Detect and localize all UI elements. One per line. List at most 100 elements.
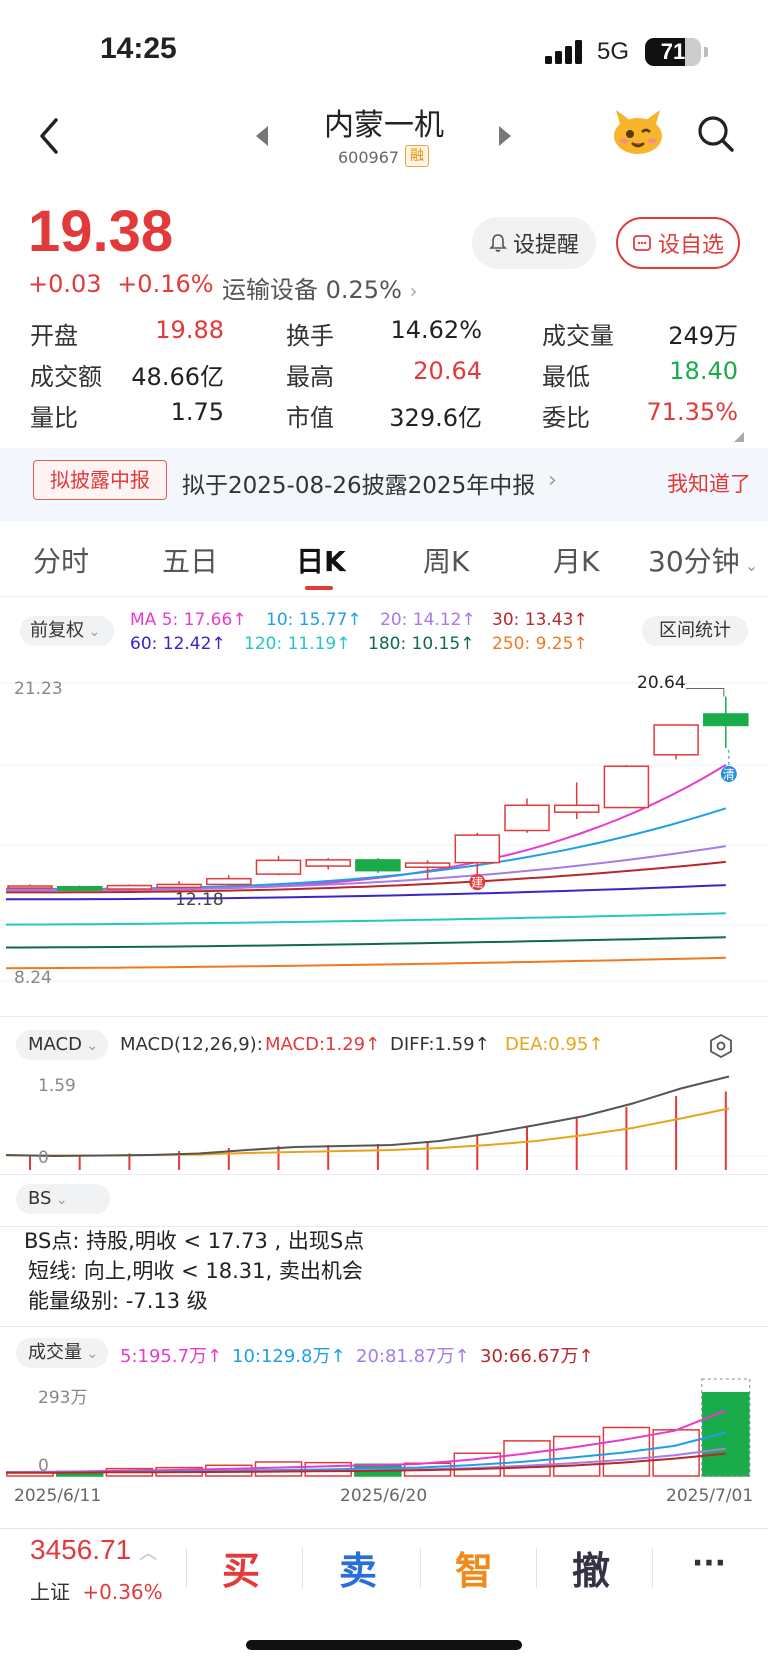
sell-button[interactable]: 卖 [338,1549,377,1593]
range-stats-button[interactable]: 区间统计 [642,616,748,646]
divider [0,1174,768,1175]
adjust-mode-label: 前复权 [30,620,84,641]
macd-params: MACD(12,26,9): [120,1034,263,1055]
next-stock-icon[interactable] [495,124,515,148]
stat-label: 开盘 [30,322,78,350]
battery-icon: 71 [645,38,701,66]
notice-dismiss-button[interactable]: 我知道了 [667,472,751,496]
divider [186,1548,187,1588]
sector-link[interactable]: 运输设备 0.25% › [222,270,418,305]
ma-line [5,956,726,970]
stock-name: 内蒙一机 [324,108,444,143]
back-arrow-icon[interactable] [30,112,70,160]
set-alert-button[interactable]: 设提醒 [472,217,596,269]
cancel-order-button[interactable]: 撤 [571,1549,610,1593]
high-leader [685,688,725,697]
ma-line [6,884,726,901]
divider [0,1326,768,1327]
date-label-start: 2025/6/11 [14,1486,102,1506]
notice-tag: 拟披露中报 [33,460,167,500]
index-value-text: 3456.71 [30,1534,132,1565]
volume-bar [503,1440,551,1477]
stat-label: 量比 [30,404,78,432]
candle-body [56,885,103,891]
search-icon[interactable] [696,114,736,154]
chevron-down-icon: ⌄ [739,556,759,575]
diff-line [5,1075,730,1158]
price-axis-top: 21.23 [14,679,63,699]
ma180-value: 180: 10.15↑ [368,634,475,654]
home-indicator [246,1640,522,1650]
candle-body [404,862,451,868]
vol-ma20: 20:81.87万↑ [356,1346,470,1367]
candle-body [504,804,550,832]
adjust-mode-dropdown[interactable]: 前复权 ⌄ [20,616,114,646]
stat-label: 委比 [542,404,590,432]
stat-value: 329.6亿 [389,404,482,432]
settings-hexagon-icon[interactable] [708,1033,734,1059]
battery-tip [704,47,708,57]
expand-corner-icon[interactable] [734,432,744,442]
stat-label: 成交量 [542,322,614,350]
volume-dropdown[interactable]: 成交量 ⌄ [16,1338,108,1368]
vol-ma5: 5:195.7万↑ [120,1346,223,1367]
chevron-down-icon: ⌄ [84,624,101,640]
tab-30min[interactable]: 30分钟 ⌄ [648,540,758,580]
candle-body [603,765,650,809]
macd-axis-zero: 0 [38,1148,49,1168]
macd-dropdown[interactable]: MACD ⌄ [16,1030,108,1060]
stat-value: 71.35% [646,398,738,426]
tab-intraday[interactable]: 分时 [33,545,90,578]
divider [536,1548,537,1588]
volume-bar [702,1391,750,1477]
ma20-value: 20: 14.12↑ [380,610,476,630]
last-price: 19.38 [28,199,174,264]
index-name: 上证 +0.36% [30,1576,163,1605]
prev-stock-icon[interactable] [252,124,272,148]
index-change: +0.36% [82,1580,163,1604]
macd-axis-top: 1.59 [38,1076,76,1096]
high-price-label: 20.64 [637,673,686,693]
dea-line [6,1107,730,1157]
price-axis-bottom: 8.24 [14,968,52,988]
mascot-icon[interactable] [612,110,664,156]
margin-badge: 融 [405,145,429,167]
more-button[interactable]: ··· [691,1546,727,1581]
tab-five-day[interactable]: 五日 [162,545,219,578]
stat-label: 最低 [542,363,590,391]
dea-value: DEA:0.95↑ [505,1034,604,1055]
stock-code: 600967 [338,148,400,167]
index-value[interactable]: 3456.71 ︿ [30,1534,157,1566]
ma60-value: 60: 12.42↑ [130,634,226,654]
bell-icon [489,234,507,252]
divider [0,1016,768,1017]
ma10-value: 10: 15.77↑ [266,610,362,630]
stat-value: 19.88 [155,316,224,344]
index-name-text: 上证 [30,1580,70,1604]
buy-button[interactable]: 买 [221,1549,260,1593]
bs-dropdown[interactable]: BS ⌄ [16,1184,110,1214]
clear-marker-text: 清 [723,767,735,781]
diff-value: DIFF:1.59↑ [390,1034,490,1055]
tab-daily-k[interactable]: 日K [296,545,346,578]
tab-monthly-k[interactable]: 月K [553,545,600,578]
macd-label: MACD [28,1034,82,1055]
candlestick-chart[interactable]: 建清 [0,665,768,1005]
stat-value: 18.40 [669,357,738,385]
stat-value: 20.64 [413,357,482,385]
stat-label: 换手 [286,322,334,350]
stat-label: 成交额 [30,363,102,391]
change-percent: +0.16% [117,270,214,298]
add-watchlist-button[interactable]: 设自选 [616,217,740,269]
build-marker-text: 建 [471,876,483,890]
stat-value: 48.66亿 [131,363,224,391]
volume-chart[interactable] [0,1378,768,1480]
cellular-signal-icon [545,40,582,64]
smart-button[interactable]: 智 [454,1549,493,1593]
divider [302,1548,303,1588]
macd-chart[interactable] [0,1070,768,1174]
ma250-value: 250: 9.25↑ [492,634,588,654]
tab-weekly-k[interactable]: 周K [423,545,470,578]
low-price-label: 12.18 [175,890,224,910]
status-time: 14:25 [100,32,177,65]
